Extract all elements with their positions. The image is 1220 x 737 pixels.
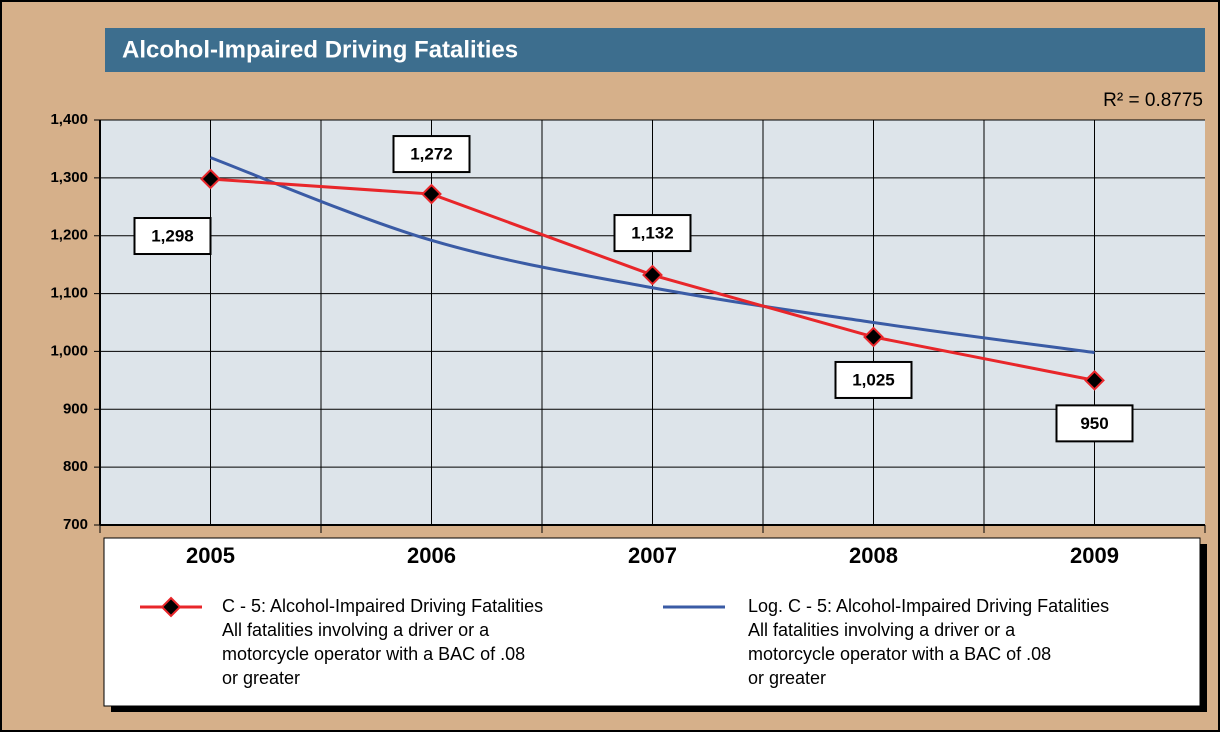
trend-line [209, 156, 1095, 355]
marker [200, 168, 221, 190]
title-bar [105, 28, 1205, 72]
value-label: 1,272 [410, 145, 453, 164]
legend-description: All fatalities involving a driver or a [222, 620, 490, 640]
r-squared: R² = 0.8775 [1103, 90, 1203, 111]
marker [642, 264, 663, 286]
marker [1084, 369, 1105, 391]
x-tick-label: 2006 [407, 543, 456, 568]
value-label: 950 [1080, 414, 1108, 433]
value-label-box [1055, 404, 1134, 443]
value-label: 1,025 [852, 370, 895, 389]
y-tick-label: 700 [63, 516, 88, 533]
value-label: 1,298 [151, 226, 194, 245]
y-tick-label: 900 [63, 400, 88, 417]
marker [421, 183, 442, 205]
y-tick-label: 1,300 [50, 169, 88, 186]
value-label-box [613, 214, 692, 253]
y-tick-label: 1,400 [50, 111, 88, 128]
x-tick-label: 2005 [186, 543, 235, 568]
value-label-box [392, 135, 471, 174]
y-tick-label: 1,000 [50, 342, 88, 359]
x-tick-label: 2008 [849, 543, 898, 568]
legend-description: motorcycle operator with a BAC of .08 [748, 644, 1051, 664]
legend-marker [160, 596, 182, 618]
value-label-box [133, 217, 212, 256]
legend [103, 537, 1201, 707]
value-label-box [834, 360, 913, 399]
legend-description: or greater [748, 668, 826, 688]
legend-description: All fatalities involving a driver or a [748, 620, 1016, 640]
legend-label: C - 5: Alcohol-Impaired Driving Fataliti… [222, 596, 543, 616]
y-tick-label: 800 [63, 458, 88, 475]
x-tick-label: 2009 [1070, 543, 1119, 568]
chart-title: Alcohol-Impaired Driving Fatalities [122, 36, 518, 63]
marker [863, 326, 884, 348]
legend-description: motorcycle operator with a BAC of .08 [222, 644, 525, 664]
legend-label: Log. C - 5: Alcohol-Impaired Driving Fat… [748, 596, 1109, 616]
value-label: 1,132 [631, 224, 674, 243]
x-tick-label: 2007 [628, 543, 677, 568]
legend-description: or greater [222, 668, 300, 688]
y-tick-label: 1,200 [50, 227, 88, 244]
y-tick-label: 1,100 [50, 285, 88, 302]
